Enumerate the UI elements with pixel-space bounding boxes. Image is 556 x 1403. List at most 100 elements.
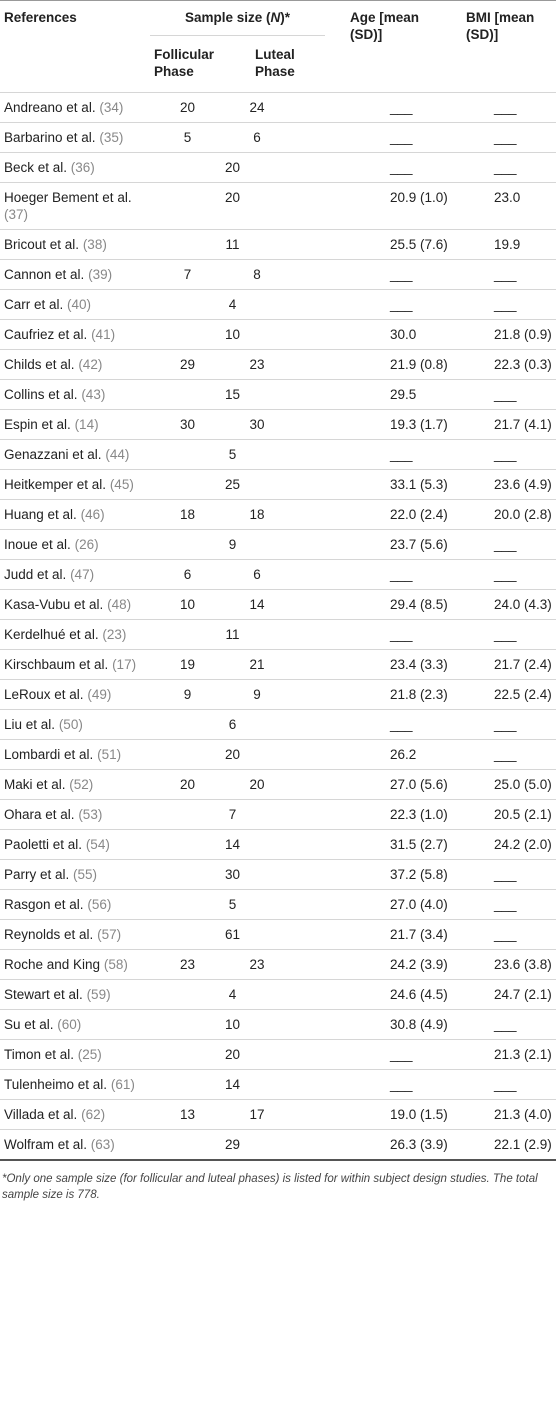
age-value: 27.0 (5.6) (390, 777, 448, 792)
header-text: Sample size ( (184, 10, 271, 25)
reference-name: Andreano et al. (4, 100, 96, 115)
table-row: Ohara et al. (53) 7 22.3 (1.0) 20.5 (2.1) (0, 799, 556, 830)
reference-cell: Andreano et al. (34) (0, 93, 150, 123)
bmi-cell: ___ (460, 560, 556, 590)
luteal-size: 24 (249, 100, 265, 115)
reference-name: Parry et al. (4, 867, 70, 882)
bmi-value: ___ (494, 160, 517, 175)
bmi-value: ___ (494, 267, 517, 282)
citation: (51) (97, 747, 122, 762)
bmi-value: ___ (494, 447, 517, 462)
citation: (43) (81, 387, 106, 402)
bmi-cell: 21.3 (2.1) (460, 1040, 556, 1070)
follicular-size: 20 (179, 100, 196, 115)
reference-name: Huang et al. (4, 507, 77, 522)
sample-size: 4 (228, 987, 237, 1002)
sample-size: 9 (228, 537, 237, 552)
reference-name: Inoue et al. (4, 537, 71, 552)
header-cell: Luteal Phase (225, 35, 326, 93)
bmi-value: ___ (494, 1077, 517, 1092)
age-cell: ___ (325, 1040, 460, 1070)
reference-cell: Childs et al. (42) (0, 350, 150, 380)
bmi-cell: 24.2 (2.0) (460, 830, 556, 860)
table-row: Su et al. (60) 10 30.8 (4.9) ___ (0, 1009, 556, 1040)
table-row: Cannon et al. (39) 7 8 ___ ___ (0, 259, 556, 290)
bmi-value: ___ (494, 747, 517, 762)
bmi-cell: 23.6 (3.8) (460, 950, 556, 980)
citation: (49) (87, 687, 112, 702)
age-cell: 26.2 (325, 740, 460, 770)
age-cell: ___ (325, 290, 460, 320)
citation: (48) (107, 597, 132, 612)
reference-cell: Liu et al. (50) (0, 710, 150, 740)
sample-size: 5 (228, 897, 237, 912)
table-row: Bricout et al. (38) 11 25.5 (7.6) 19.9 (0, 229, 556, 260)
sample-size: 25 (224, 477, 241, 492)
reference-name: Judd et al. (4, 567, 67, 582)
reference-name: Stewart et al. (4, 987, 83, 1002)
reference-cell: Collins et al. (43) (0, 380, 150, 410)
age-value: ___ (390, 627, 413, 642)
table-row: LeRoux et al. (49) 9 9 21.8 (2.3) 22.5 (2.4) (0, 679, 556, 710)
citation: (34) (99, 100, 124, 115)
reference-cell: Ohara et al. (53) (0, 800, 150, 830)
reference-cell: Reynolds et al. (57) (0, 920, 150, 950)
table-row: Childs et al. (42) 29 23 21.9 (0.8) 22.3 (0.… (0, 349, 556, 380)
bmi-value: 21.3 (4.0) (494, 1107, 552, 1122)
reference-name: Barbarino et al. (4, 130, 96, 145)
header-cell: Age [mean (SD)] (325, 1, 460, 93)
bmi-cell: 21.8 (0.9) (460, 320, 556, 350)
sample-cell: 29 (150, 1130, 325, 1161)
age-cell: 26.3 (3.9) (325, 1130, 460, 1161)
bmi-value: 21.7 (2.4) (494, 657, 552, 672)
luteal-size: 30 (249, 417, 265, 432)
sample-size: 15 (224, 387, 241, 402)
bmi-value: 21.7 (4.1) (494, 417, 552, 432)
citation: (57) (97, 927, 122, 942)
table-row: Kirschbaum et al. (17) 19 21 23.4 (3.3) 21.7… (0, 649, 556, 680)
age-cell: 22.0 (2.4) (325, 500, 460, 530)
reference-name: Maki et al. (4, 777, 66, 792)
luteal-cell: 23 (225, 950, 325, 980)
sample-cell: 20 (150, 153, 325, 183)
citation: (52) (69, 777, 94, 792)
age-cell: 27.0 (5.6) (325, 770, 460, 800)
follicular-size: 10 (179, 597, 196, 612)
reference-name: Kasa-Vubu et al. (4, 597, 104, 612)
age-cell: 21.7 (3.4) (325, 920, 460, 950)
citation: (46) (80, 507, 105, 522)
bmi-cell: ___ (460, 260, 556, 290)
luteal-size: 20 (249, 777, 265, 792)
sample-size: 5 (228, 447, 237, 462)
age-cell: 22.3 (1.0) (325, 800, 460, 830)
age-cell: ___ (325, 260, 460, 290)
age-cell: 33.1 (5.3) (325, 470, 460, 500)
luteal-cell: 9 (225, 680, 325, 710)
reference-name: Hoeger Bement et al. (4, 190, 132, 205)
sample-cell: 30 (150, 860, 325, 890)
bmi-cell: 25.0 (5.0) (460, 770, 556, 800)
table-row: Kerdelhué et al. (23) 11 ___ ___ (0, 619, 556, 650)
header-cell: BMI [mean (SD)] (460, 1, 556, 93)
reference-name: Timon et al. (4, 1047, 75, 1062)
citation: (58) (103, 957, 128, 972)
bmi-value: 23.6 (3.8) (494, 957, 552, 972)
reference-name: Liu et al. (4, 717, 56, 732)
sample-cell: 15 (150, 380, 325, 410)
reference-name: Wolfram et al. (4, 1137, 88, 1152)
sample-size: 7 (228, 807, 237, 822)
bmi-cell: ___ (460, 290, 556, 320)
citation: (50) (58, 717, 83, 732)
age-cell: ___ (325, 710, 460, 740)
age-value: ___ (390, 717, 413, 732)
bmi-value: ___ (494, 387, 517, 402)
reference-name: Caufriez et al. (4, 327, 88, 342)
luteal-cell: 21 (225, 650, 325, 680)
bmi-cell: 20.5 (2.1) (460, 800, 556, 830)
reference-name: Tulenheimo et al. (4, 1077, 108, 1092)
header-text: )* (280, 10, 291, 25)
bmi-value: 25.0 (5.0) (494, 777, 552, 792)
luteal-cell: 24 (225, 93, 325, 123)
follicular-cell: 10 (150, 590, 225, 620)
bmi-value: ___ (494, 927, 517, 942)
